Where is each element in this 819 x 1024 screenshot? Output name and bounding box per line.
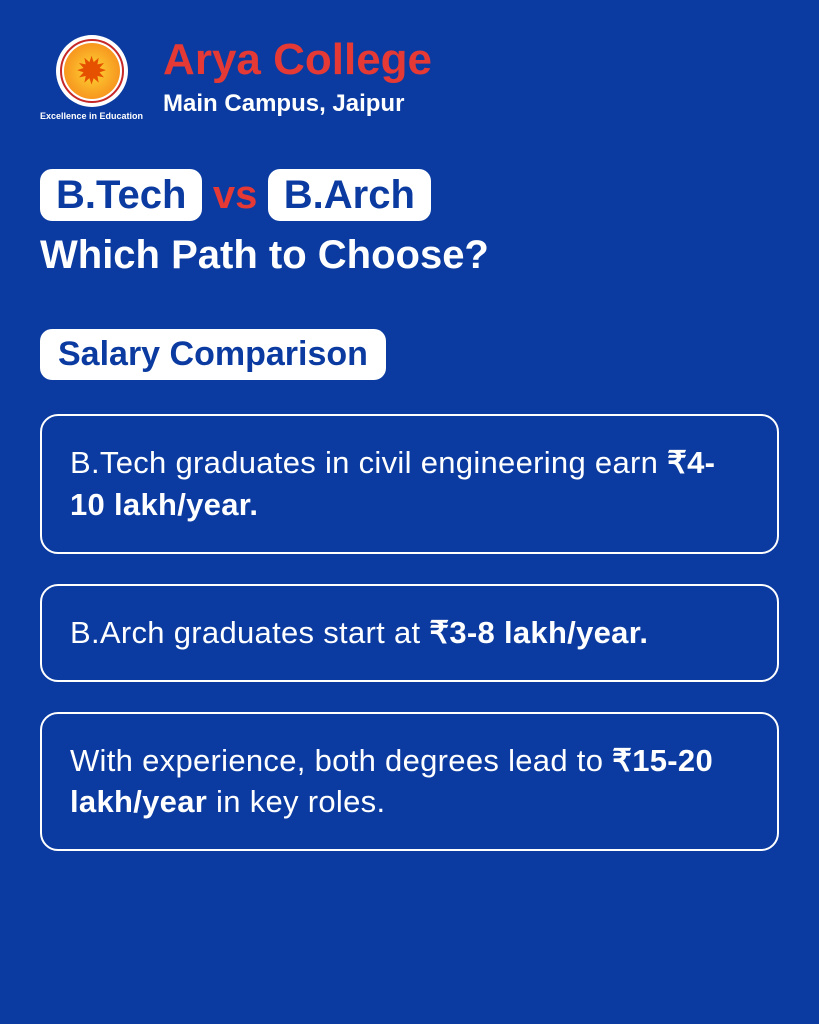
info-card: With experience, both degrees lead to ₹1… (40, 712, 779, 852)
card-text-suffix: in key roles. (207, 784, 385, 819)
headline-pill-right: B.Arch (268, 169, 431, 221)
college-text: Arya College Main Campus, Jaipur (163, 38, 432, 118)
section-label: Salary Comparison (40, 329, 386, 380)
card-text-bold: ₹3-8 lakh/year. (429, 615, 648, 650)
info-card: B.Arch graduates start at ₹3-8 lakh/year… (40, 584, 779, 682)
campus-name: Main Campus, Jaipur (163, 90, 432, 118)
logo-tagline: Excellence in Education (40, 111, 143, 121)
card-text-prefix: B.Arch graduates start at (70, 615, 429, 650)
card-text-prefix: B.Tech graduates in civil engineering ea… (70, 445, 667, 480)
college-name: Arya College (163, 38, 432, 82)
header: ✹ Excellence in Education Arya College M… (40, 35, 779, 121)
headline-vs: vs (213, 173, 258, 217)
logo-container: ✹ Excellence in Education (40, 35, 143, 121)
card-text-prefix: With experience, both degrees lead to (70, 743, 612, 778)
info-card: B.Tech graduates in civil engineering ea… (40, 414, 779, 554)
headline-subtitle: Which Path to Choose? (40, 231, 779, 279)
headline: B.Tech vs B.Arch Which Path to Choose? (40, 169, 779, 279)
college-logo-icon: ✹ (56, 35, 128, 107)
headline-pill-left: B.Tech (40, 169, 202, 221)
sun-icon: ✹ (76, 49, 108, 94)
